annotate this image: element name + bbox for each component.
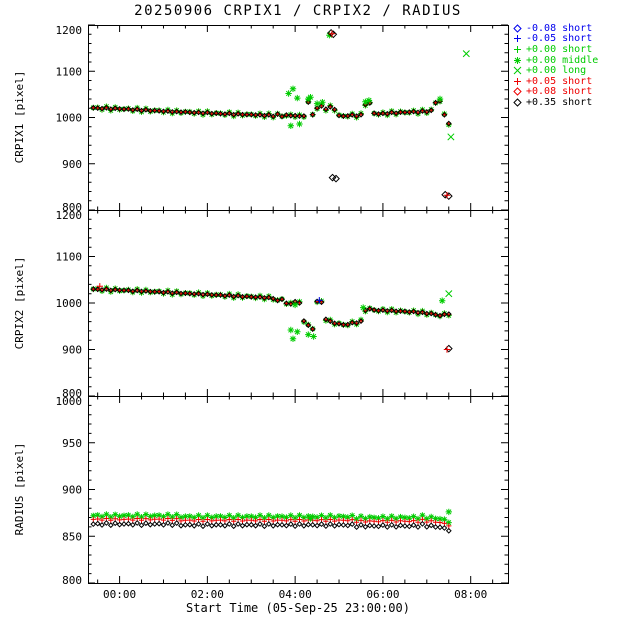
legend-item: +0.00 middle [512, 55, 598, 66]
plus-marker-icon [514, 35, 521, 43]
legend-item: +0.35 short [512, 97, 598, 108]
svg-text:1000: 1000 [56, 395, 83, 408]
legend-item: -0.08 short [512, 23, 598, 34]
svg-text:1000: 1000 [56, 297, 83, 310]
svg-text:04:00: 04:00 [279, 588, 312, 601]
x-axis-label: Start Time (05-Sep-25 23:00:00) [186, 601, 410, 615]
legend-label: +0.00 middle [526, 54, 599, 66]
svg-text:1200: 1200 [56, 24, 83, 37]
svg-text:950: 950 [62, 437, 82, 450]
legend-label: -0.08 short [526, 22, 593, 34]
svg-text:800: 800 [62, 201, 82, 214]
svg-text:800: 800 [62, 574, 82, 587]
svg-text:900: 900 [62, 344, 82, 357]
plus-marker-icon [514, 77, 521, 85]
legend-label: -0.05 short [526, 33, 593, 45]
y-axis-label-crpix1: CRPIX1 [pixel] [13, 70, 26, 164]
svg-text:850: 850 [62, 530, 82, 543]
legend-item: +0.08 short [512, 86, 598, 98]
diamond-marker-icon [513, 87, 522, 97]
svg-text:1200: 1200 [56, 209, 83, 222]
legend-label: +0.05 short [526, 75, 593, 87]
y-axis-label-crpix2: CRPIX2 [pixel] [13, 256, 26, 350]
legend: -0.08 short -0.05 short +0.00 short +0.00 m… [512, 23, 598, 108]
svg-text:800: 800 [62, 387, 82, 400]
svg-text:900: 900 [62, 158, 82, 171]
x-marker-icon [513, 66, 522, 75]
plus-marker-icon [514, 45, 521, 53]
y-axis-label-radius: RADIUS [pixel] [13, 442, 26, 536]
svg-text:00:00: 00:00 [103, 588, 136, 601]
svg-text:02:00: 02:00 [191, 588, 224, 601]
svg-text:1100: 1100 [56, 251, 83, 264]
legend-item: +0.00 long [512, 65, 598, 76]
legend-item: -0.05 short [512, 33, 598, 45]
diamond-marker-icon [513, 98, 522, 107]
chart-title: 20250906 CRPIX1 / CRPIX2 / RADIUS [134, 3, 462, 19]
legend-label: +0.00 long [526, 65, 587, 77]
svg-text:1100: 1100 [56, 65, 83, 78]
diamond-marker-icon [513, 24, 522, 33]
svg-text:900: 900 [62, 484, 82, 497]
legend-label: +0.00 short [526, 43, 593, 55]
svg-text:08:00: 08:00 [454, 588, 487, 601]
legend-item: +0.05 short [512, 76, 598, 87]
svg-text:06:00: 06:00 [366, 588, 399, 601]
svg-text:1000: 1000 [56, 112, 83, 125]
legend-label: +0.08 short [526, 86, 593, 98]
legend-label: +0.35 short [526, 96, 593, 108]
asterisk-marker-icon [514, 56, 521, 64]
legend-item: +0.00 short [512, 44, 598, 55]
